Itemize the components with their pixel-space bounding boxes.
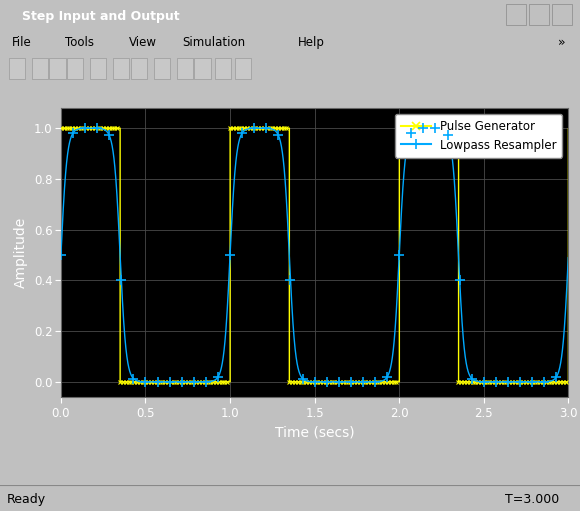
Bar [154,58,170,79]
Bar [506,5,526,25]
Bar [130,58,147,79]
Bar [67,58,83,79]
Bar [90,58,106,79]
Bar [552,5,572,25]
Y-axis label: Amplitude: Amplitude [14,217,28,288]
Bar [235,58,251,79]
Bar [177,58,193,79]
Bar [529,5,549,25]
Text: View: View [129,36,157,49]
Text: Ready: Ready [7,493,46,506]
Bar [9,58,25,79]
Bar [32,58,48,79]
Text: Help: Help [298,36,325,49]
Bar [49,58,66,79]
Text: »: » [558,36,566,49]
Text: Step Input and Output: Step Input and Output [22,10,180,22]
Bar [113,58,129,79]
Legend: Pulse Generator, Lowpass Resampler: Pulse Generator, Lowpass Resampler [395,114,563,157]
Text: Tools: Tools [65,36,94,49]
Bar [194,58,211,79]
Bar [215,58,231,79]
Text: Simulation: Simulation [182,36,245,49]
Text: T=3.000: T=3.000 [505,493,559,506]
Text: File: File [12,36,31,49]
X-axis label: Time (secs): Time (secs) [275,425,354,439]
